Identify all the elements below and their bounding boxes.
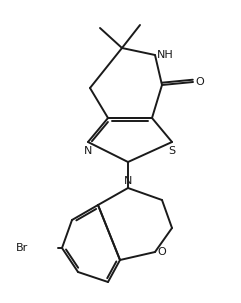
Text: N: N (124, 176, 132, 186)
Text: S: S (168, 146, 175, 156)
Text: NH: NH (157, 50, 174, 60)
Text: O: O (157, 247, 166, 257)
Text: O: O (195, 77, 204, 87)
Text: Br: Br (16, 243, 28, 253)
Text: N: N (84, 146, 92, 156)
